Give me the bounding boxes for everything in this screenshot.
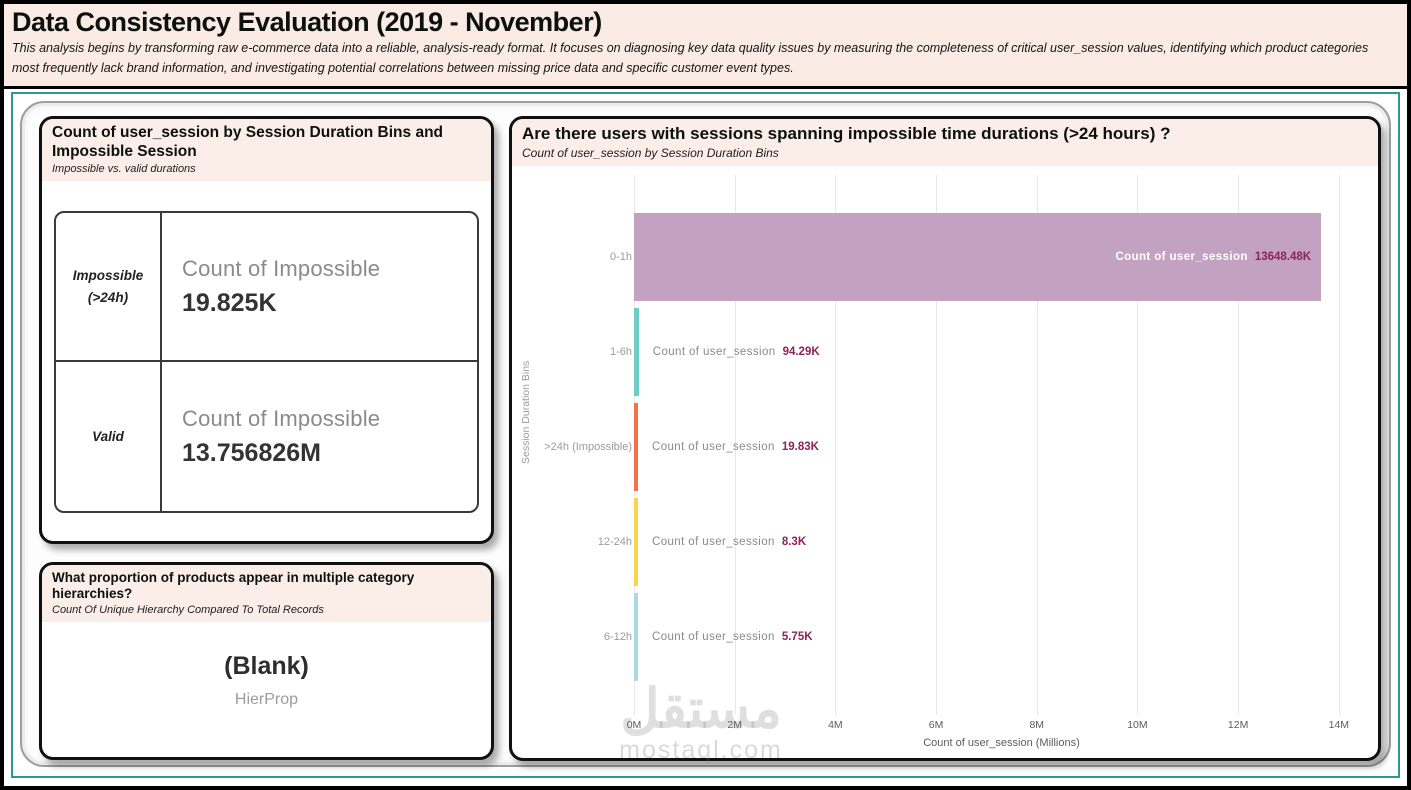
table-row-label-impossible: Impossible (>24h) [56, 213, 162, 362]
kpi-card-label: Count of Impossible [182, 255, 381, 281]
gridline [1338, 175, 1340, 715]
bar-series-name: Count of user_session [1115, 250, 1248, 263]
gridline [734, 175, 736, 715]
chart-plot: Count of user_session 13648.48K Count of u… [634, 175, 1369, 715]
hierarchy-kpi-card: (Blank) HierProp [42, 622, 491, 709]
bar-value: 94.29K [782, 345, 820, 358]
panel-bar-chart-header: Are there users with sessions spanning i… [512, 119, 1378, 166]
y-axis-tick-label: 12-24h [597, 535, 632, 548]
x-axis-tick-label: 14M [1328, 719, 1349, 731]
panel-hierarchy-header: What proportion of products appear in mu… [42, 565, 491, 622]
table-row: Count of Impossible 13.756826M [162, 362, 477, 511]
bar-row: Count of user_session 13648.48K [634, 209, 1369, 304]
bar-value: 8.3K [781, 535, 807, 548]
bar-12-24h[interactable] [634, 497, 638, 586]
kpi-card-value: (Blank) [224, 651, 309, 680]
bar-row: Count of user_session 8.3K [634, 494, 1369, 589]
y-axis-tick-labels: 0-1h 1-6h >24h (Impossible) 12-24h 6-12h [534, 175, 632, 684]
table-row-label-valid: Valid [56, 362, 162, 511]
kpi-card-label: HierProp [234, 690, 299, 708]
y-axis-tick-label: >24h (Impossible) [544, 440, 632, 453]
panel-bar-chart-title: Are there users with sessions spanning i… [522, 124, 1171, 143]
x-axis-tick-label: 4M [828, 719, 843, 731]
table-row: Count of Impossible 19.825K [162, 213, 477, 362]
bar-series-name: Count of user_session [652, 440, 775, 453]
bar-6-12h[interactable] [634, 592, 638, 681]
gridline [835, 175, 837, 715]
page-title: Data Consistency Evaluation (2019 - Nove… [12, 7, 602, 37]
x-axis-tick-label: 6M [928, 719, 944, 731]
gridline [936, 175, 938, 715]
y-axis-tick-label: 6-12h [603, 630, 632, 643]
bar-series-name: Count of user_session [652, 345, 776, 358]
chart-bars: Count of user_session 13648.48K Count of u… [634, 175, 1369, 715]
page-subtitle: This analysis begins by transforming raw… [12, 41, 1369, 75]
y-axis-tick-label: 0-1h [609, 250, 632, 263]
x-axis-tick-label: 10M [1127, 719, 1148, 731]
panel-hierarchy-subtitle: Count Of Unique Hierarchy Compared To To… [52, 603, 324, 616]
x-axis-tick-label: 2M [727, 719, 742, 731]
gridline [1137, 175, 1139, 715]
content-frame: Count of user_session by Session Duratio… [11, 92, 1400, 778]
bar-row: Count of user_session 19.83K [634, 399, 1369, 494]
bar-data-label: Count of user_session 8.3K [652, 536, 806, 548]
gridline [1036, 175, 1038, 715]
bar-0-1h[interactable]: Count of user_session 13648.48K [634, 212, 1322, 301]
bar--24h-impossible-[interactable] [634, 402, 638, 491]
panel-duration-bins: Count of user_session by Session Duratio… [39, 116, 494, 544]
panel-duration-bins-header: Count of user_session by Session Duratio… [42, 119, 491, 181]
bar-series-name: Count of user_session [652, 630, 775, 643]
y-axis-title: Session Duration Bins [520, 360, 532, 464]
kpi-card-value: 13.756826M [182, 438, 322, 467]
bar-data-label: Count of user_session 13648.48K [1115, 251, 1321, 263]
panel-hierarchy-title: What proportion of products appear in mu… [52, 570, 415, 602]
bar-row: Count of user_session 94.29K [634, 304, 1369, 399]
bar-chart: Session Duration Bins 0-1h 1-6h >24h (Impo… [512, 167, 1378, 758]
kpi-card-label: Count of Impossible [182, 405, 381, 431]
bar-value: 5.75K [781, 630, 813, 643]
panel-hierarchy: What proportion of products appear in mu… [39, 562, 494, 760]
duration-table: Impossible (>24h) Count of Impossible 19… [54, 211, 479, 513]
panel-bar-chart-subtitle: Count of user_session by Session Duratio… [522, 145, 779, 160]
bar-data-label: Count of user_session 94.29K [653, 346, 820, 358]
bar-data-label: Count of user_session 5.75K [652, 631, 813, 643]
x-axis-tick-label: 0M [626, 719, 642, 731]
x-axis-tick-label: 8M [1029, 719, 1045, 731]
bar-data-label: Count of user_session 19.83K [652, 441, 819, 453]
bar-row: Count of user_session 5.75K [634, 589, 1369, 684]
report-header: Data Consistency Evaluation (2019 - Nove… [4, 4, 1407, 89]
bar-series-name: Count of user_session [652, 535, 775, 548]
x-axis-title: Count of user_session (Millions) [923, 737, 1080, 749]
panel-duration-bins-subtitle: Impossible vs. valid durations [52, 162, 196, 175]
gridline [1238, 175, 1240, 715]
x-axis: 0M 2M 4M 6M 8M 10M 12M 14M [627, 719, 1369, 735]
bar-value: 19.83K [781, 440, 819, 453]
bar-1-6h[interactable] [634, 307, 639, 396]
x-axis-tick-label: 12M [1227, 719, 1249, 731]
bar-value: 13648.48K [1254, 250, 1312, 263]
y-axis-tick-label: 1-6h [609, 345, 632, 358]
panel-bar-chart: Are there users with sessions spanning i… [509, 116, 1381, 761]
panels-container: Count of user_session by Session Duratio… [20, 101, 1391, 767]
panel-duration-bins-title: Count of user_session by Session Duratio… [52, 124, 444, 160]
kpi-card-value: 19.825K [182, 288, 277, 317]
